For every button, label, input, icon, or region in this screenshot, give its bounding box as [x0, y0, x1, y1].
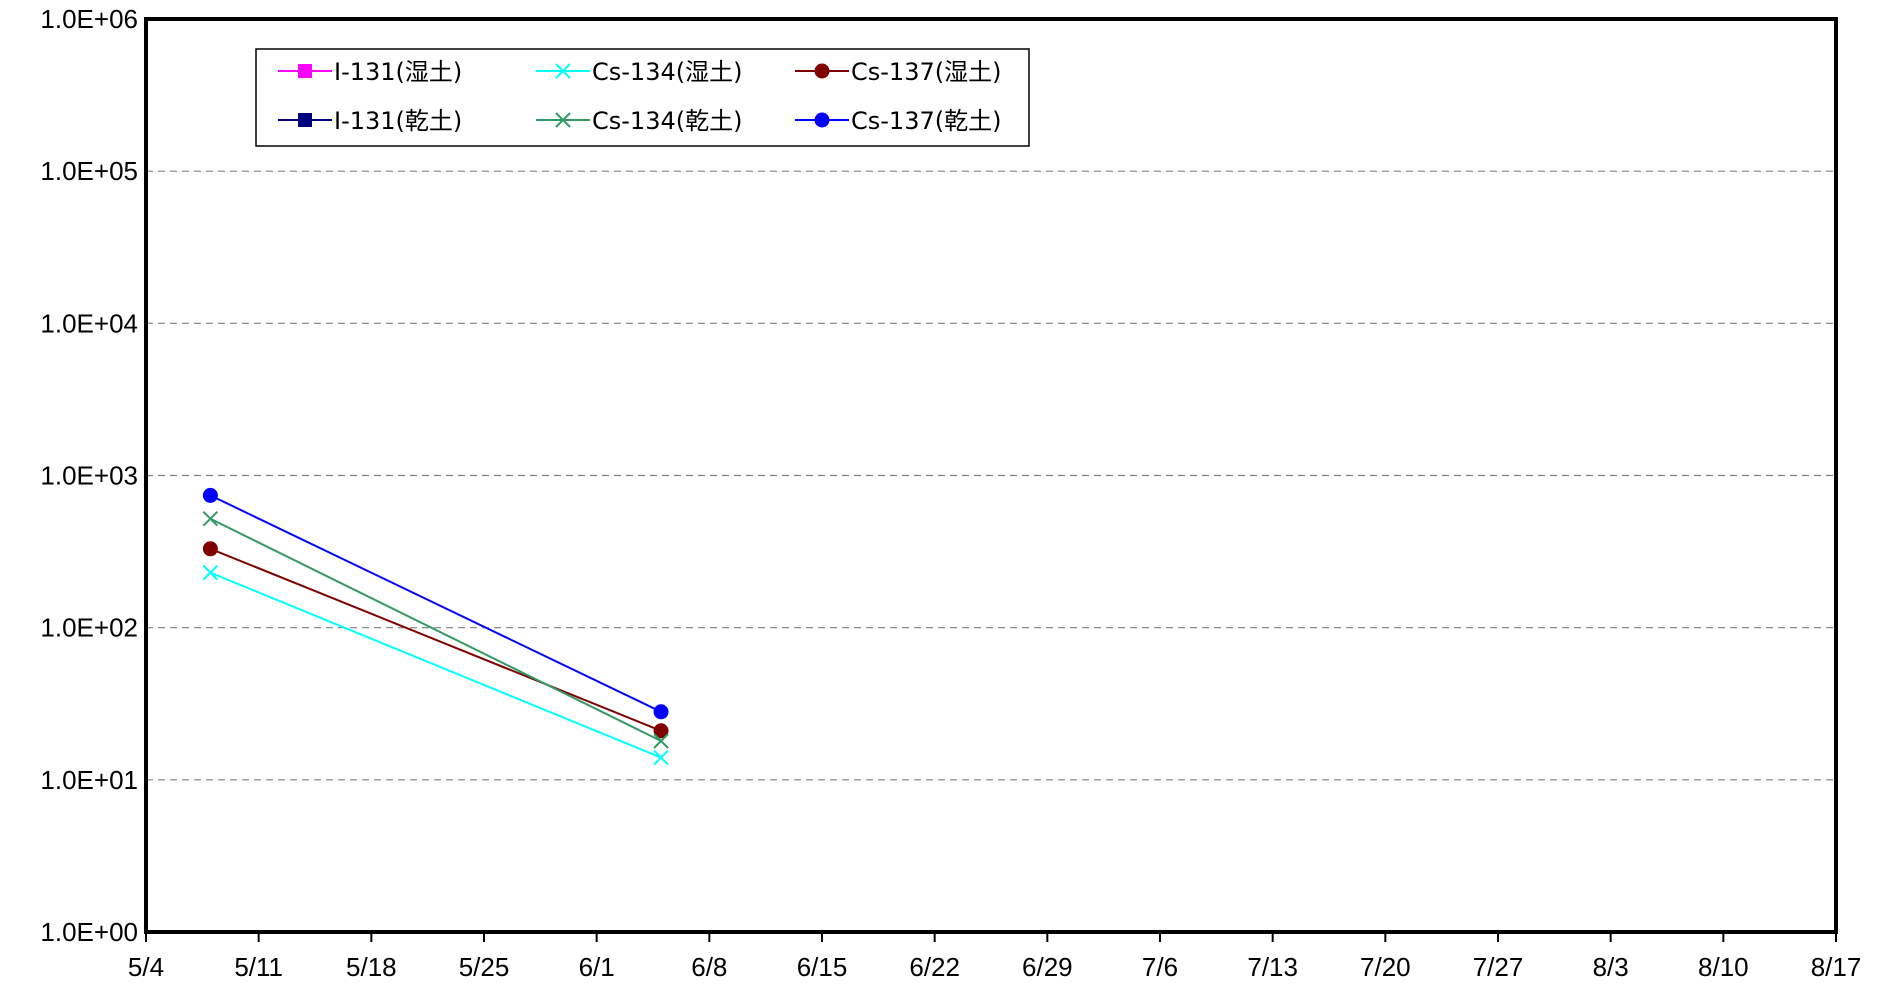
y-tick-label: 1.0E+04 [40, 308, 138, 338]
x-tick-label: 8/3 [1593, 952, 1629, 982]
series-line [209, 517, 662, 742]
legend: I-131(湿土) Cs-134(湿土) Cs-137(湿土) I-131(乾土) Cs… [255, 48, 1030, 147]
y-tick-label: 1.0E+03 [40, 461, 138, 491]
x-tick-label: 7/27 [1473, 952, 1524, 982]
series-5 [202, 487, 669, 720]
data-point [653, 733, 669, 749]
x-tick-label: 8/10 [1698, 952, 1749, 982]
series-1 [202, 564, 669, 766]
x-tick-label: 6/22 [909, 952, 960, 982]
y-tick-label: 1.0E+02 [40, 613, 138, 643]
legend-item: I-131(乾土) [278, 107, 462, 135]
x-tick-label: 7/6 [1142, 952, 1178, 982]
y-tick-label: 1.0E+00 [40, 917, 138, 947]
legend-item: Cs-137(湿土) [795, 58, 1001, 86]
legend-label: Cs-137(湿土) [851, 58, 1001, 86]
y-tick-label: 1.0E+06 [40, 4, 138, 34]
legend-label: I-131(乾土) [334, 107, 462, 135]
y-tick-label: 1.0E+05 [40, 156, 138, 186]
data-point [653, 723, 669, 739]
data-point [653, 704, 669, 720]
series-line [209, 494, 662, 713]
legend-label: Cs-137(乾土) [851, 107, 1001, 135]
legend-item: Cs-137(乾土) [795, 107, 1001, 135]
legend-label: Cs-134(湿土) [592, 58, 742, 86]
legend-item: I-131(湿土) [278, 58, 462, 86]
x-tick-label: 5/18 [346, 952, 397, 982]
legend-marker [814, 112, 830, 128]
x-tick-label: 8/17 [1811, 952, 1862, 982]
series-2 [202, 541, 669, 739]
legend-label: Cs-134(乾土) [592, 107, 742, 135]
series-4 [202, 511, 669, 749]
data-point [202, 541, 218, 557]
legend-item: Cs-134(湿土) [536, 58, 742, 86]
series-line [210, 547, 662, 732]
axes: 1.0E+00 1.0E+01 1.0E+02 1.0E+03 1.0E+04 1.0E+… [40, 4, 1861, 982]
legend-marker [555, 63, 571, 79]
data-point [202, 487, 218, 503]
x-tick-label: 6/15 [797, 952, 848, 982]
y-tick-label: 1.0E+01 [40, 765, 138, 795]
x-tick-label: 6/8 [691, 952, 727, 982]
legend-box [255, 48, 1030, 147]
x-tick-label: 5/11 [234, 952, 283, 982]
plot-frame [144, 17, 1838, 934]
x-tick-label: 6/29 [1022, 952, 1073, 982]
legend-marker [555, 112, 571, 128]
data-point [202, 564, 219, 581]
x-tick-label: 5/4 [128, 952, 164, 982]
series-line [210, 571, 662, 759]
x-tick-label: 7/13 [1247, 952, 1298, 982]
series-layer [202, 487, 669, 766]
x-tick-label: 5/25 [459, 952, 510, 982]
grid-lines [146, 170, 1836, 781]
legend-marker [814, 63, 830, 79]
data-point [202, 511, 219, 527]
legend-marker [298, 113, 312, 127]
x-tick-label: 7/20 [1360, 952, 1411, 982]
x-tick-label: 6/1 [579, 952, 615, 982]
legend-item: Cs-134(乾土) [536, 107, 742, 135]
data-point [653, 749, 669, 766]
legend-label: I-131(湿土) [334, 58, 462, 86]
legend-marker [298, 64, 312, 78]
